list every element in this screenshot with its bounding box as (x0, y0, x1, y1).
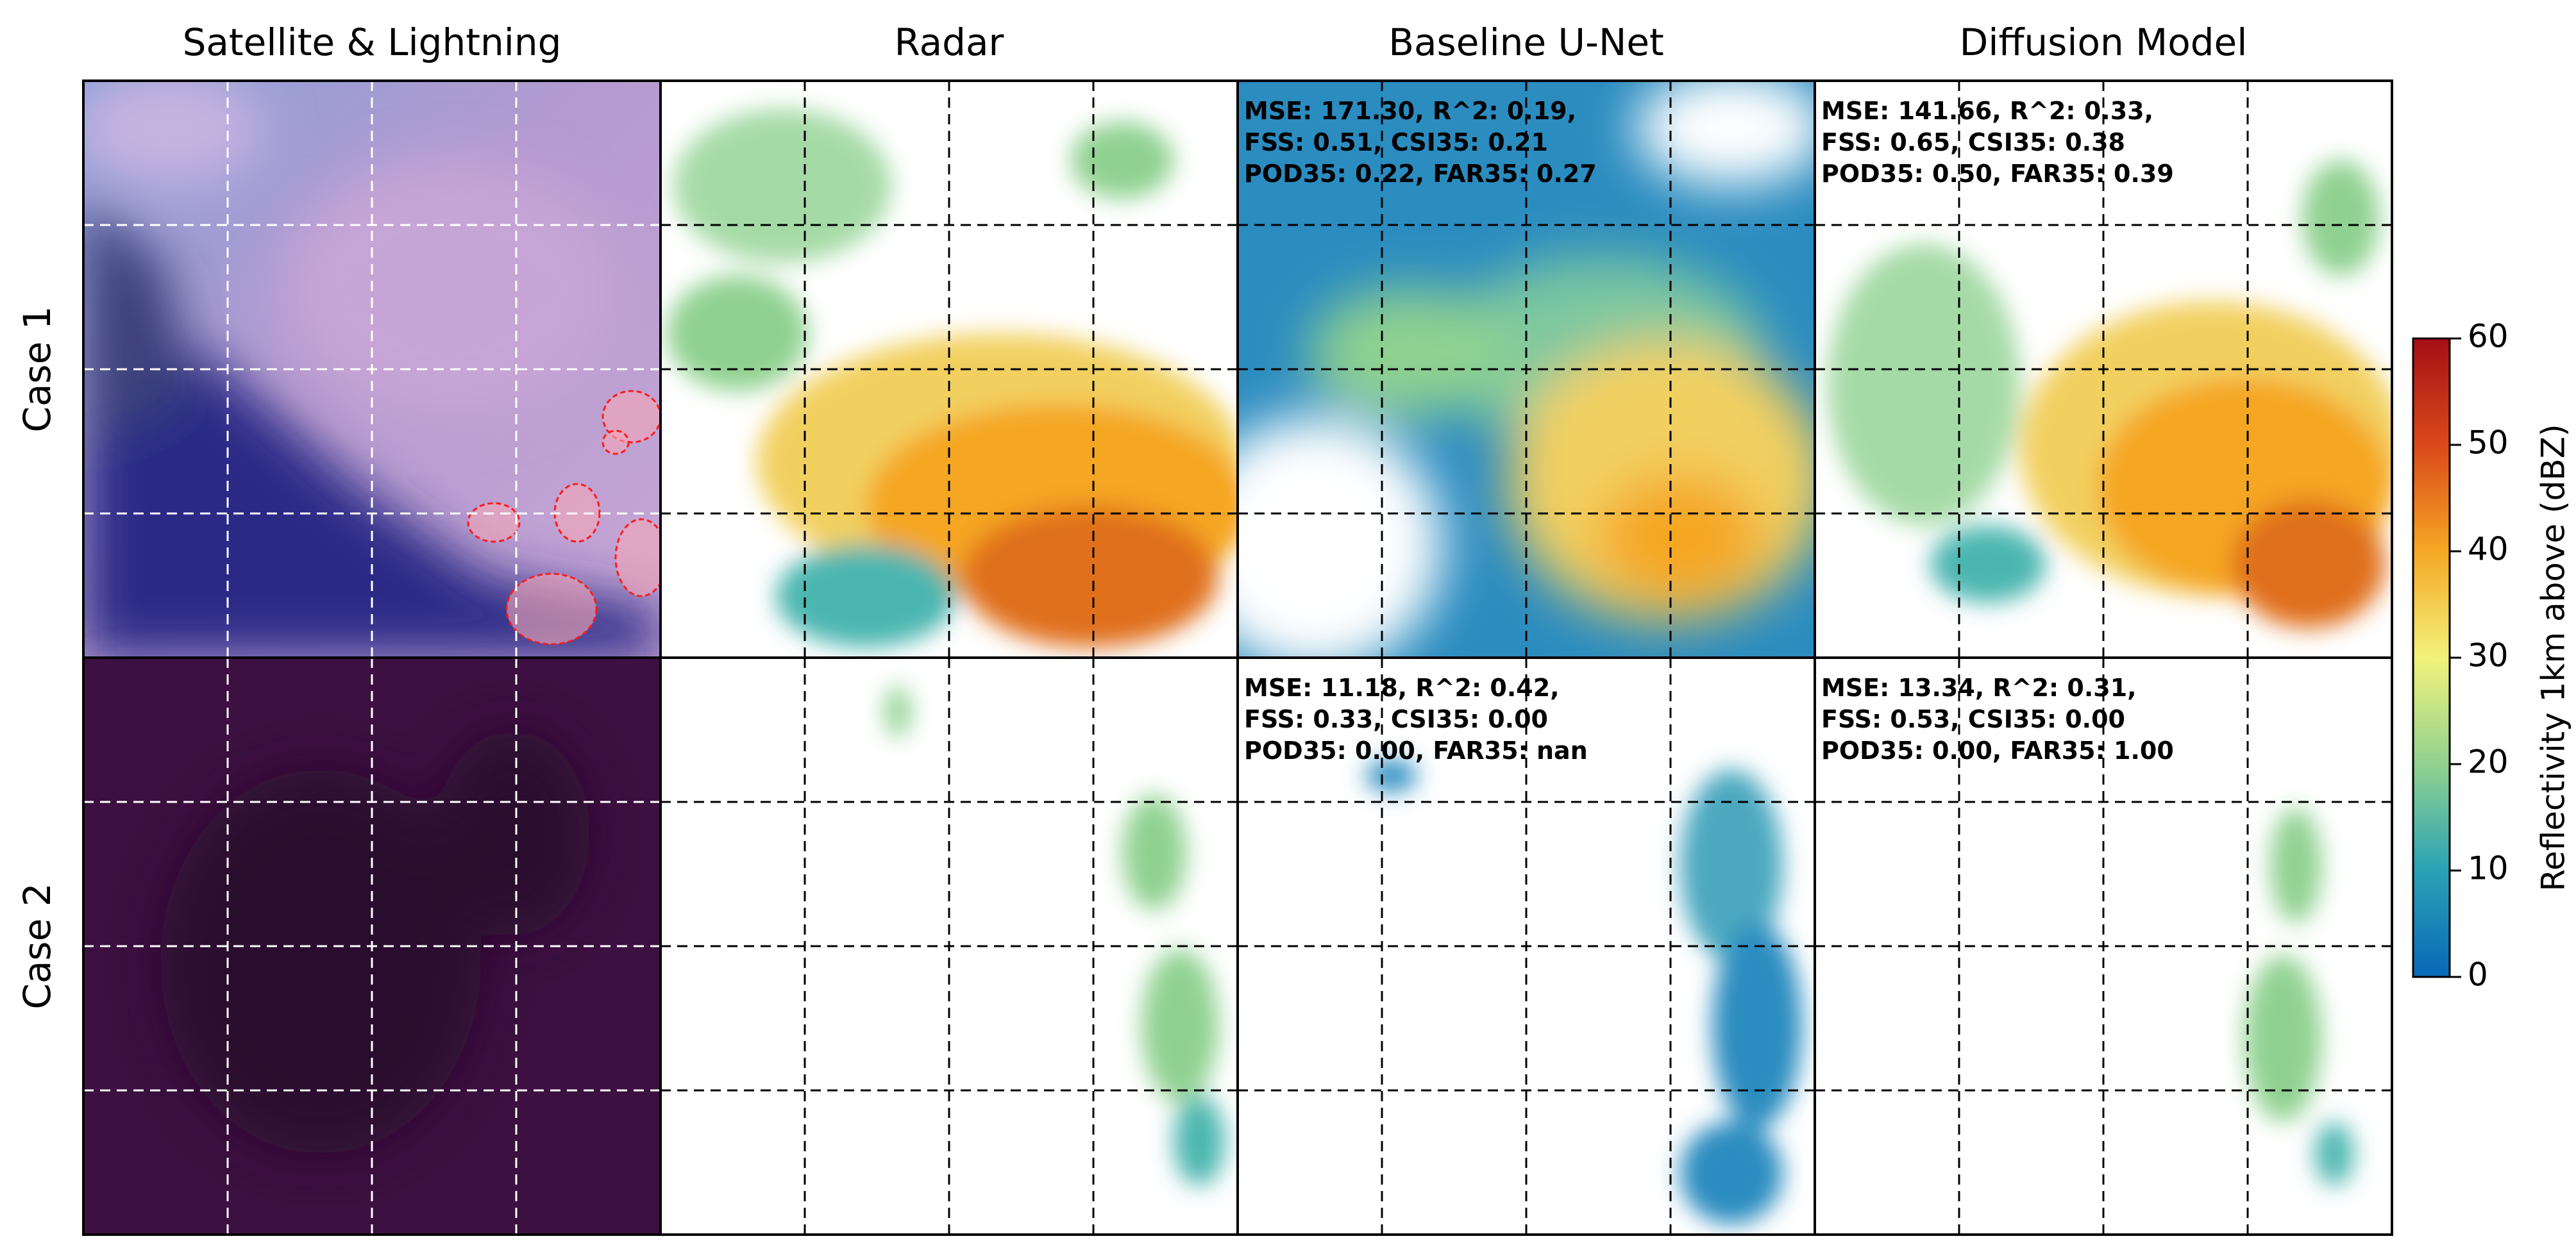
metric-text: MSE: 11.18, R^2: 0.42, (1244, 674, 1560, 702)
colorbar-tick-label: 10 (2468, 850, 2509, 887)
satellite-image (83, 658, 661, 1235)
row-label: Case 1 (15, 306, 59, 432)
metric-text: POD35: 0.00, FAR35: 1.00 (1821, 737, 2174, 765)
metric-text: MSE: 171.30, R^2: 0.19, (1244, 97, 1576, 125)
colorbar (2412, 337, 2451, 978)
metric-text: POD35: 0.50, FAR35: 0.39 (1821, 160, 2174, 188)
labels: Satellite & Lightning Radar Baseline U-Net… (15, 21, 2509, 1010)
metric-text: FSS: 0.51, CSI35: 0.21 (1244, 128, 1548, 156)
metric-text: FSS: 0.65, CSI35: 0.38 (1821, 128, 2125, 156)
metric-text: POD35: 0.00, FAR35: nan (1244, 737, 1588, 765)
column-title: Radar (895, 21, 1004, 64)
satellite-image (83, 81, 661, 658)
metric-text: FSS: 0.53, CSI35: 0.00 (1821, 705, 2125, 733)
metric-text: MSE: 13.34, R^2: 0.31, (1821, 674, 2137, 702)
column-title: Baseline U-Net (1388, 21, 1664, 64)
colorbar-tick-label: 40 (2468, 531, 2509, 568)
diffusion-image (1815, 81, 2392, 658)
radar-image (661, 81, 1238, 658)
colorbar-tick-label: 60 (2468, 318, 2509, 355)
metric-text: MSE: 141.66, R^2: 0.33, (1821, 97, 2153, 125)
panel-frames (82, 79, 2393, 1236)
column-title: Diffusion Model (1960, 21, 2248, 64)
panel-grid (83, 81, 2392, 1235)
row-label: Case 2 (15, 883, 59, 1009)
colorbar-tick-label: 50 (2468, 424, 2509, 462)
colorbar-tick-label: 30 (2468, 637, 2509, 674)
column-title: Satellite & Lightning (183, 21, 562, 64)
colorbar-tick-label: 0 (2468, 956, 2488, 994)
colorbar-tick-label: 20 (2468, 744, 2509, 781)
colorbar-label: Reflectivity 1km above (dBZ) (2535, 424, 2572, 892)
metric-text: POD35: 0.22, FAR35: 0.27 (1244, 160, 1597, 188)
metric-text: FSS: 0.33, CSI35: 0.00 (1244, 705, 1548, 733)
